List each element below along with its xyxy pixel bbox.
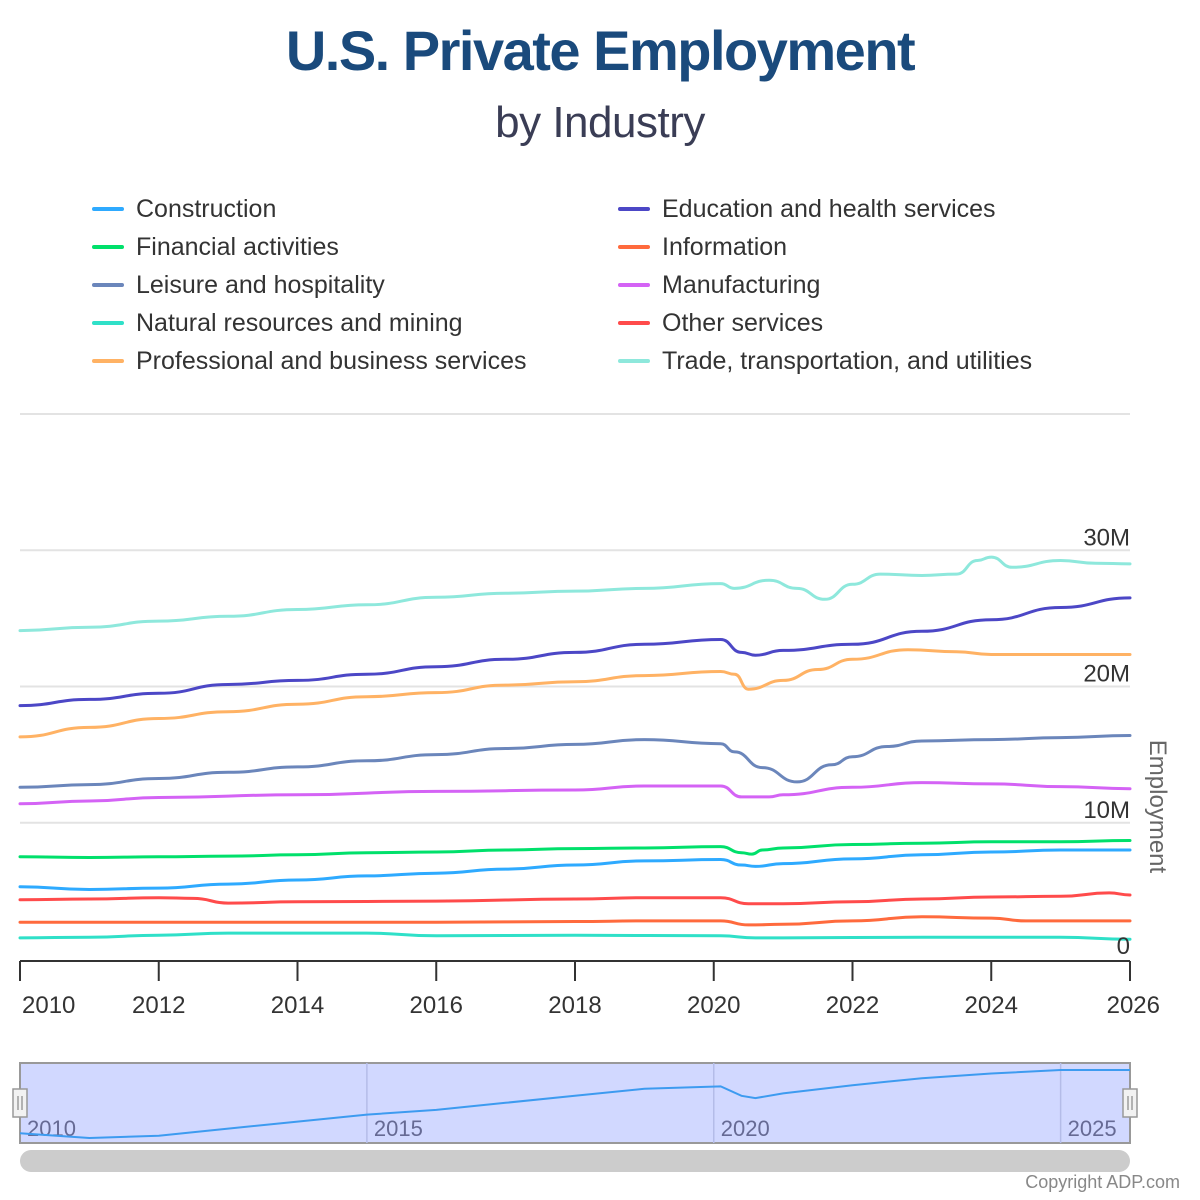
y-tick-label: 20M (1083, 661, 1130, 688)
legend-item-trade-transportation-and-utilities[interactable]: Trade, transportation, and utilities (618, 344, 1032, 378)
legend-line-icon (92, 245, 124, 249)
navigator-tick-label: 2025 (1068, 1116, 1117, 1141)
legend-line-icon (92, 359, 124, 363)
x-axis: 2010 2012 2014 2016 2018 2020 2022 2024 2026 (19, 960, 1160, 1019)
legend-line-icon (92, 207, 124, 211)
x-tick-label: 2022 (826, 992, 879, 1019)
legend-line-icon (92, 321, 124, 325)
x-tick-label: 2010 (22, 992, 75, 1019)
grid-lines (20, 413, 1130, 824)
navigator-scrollbar[interactable] (20, 1150, 1130, 1172)
x-tick-label: 2026 (1107, 992, 1160, 1019)
series-line-natural-resources-and-mining[interactable] (18, 931, 1132, 941)
legend-label: Leisure and hospitality (136, 270, 385, 299)
copyright: Copyright ADP.com (1025, 1172, 1180, 1192)
legend-item-construction[interactable]: Construction (92, 192, 276, 226)
series-line-other-services[interactable] (18, 891, 1132, 906)
legend-item-information[interactable]: Information (618, 230, 787, 264)
series-line-manufacturing[interactable] (18, 781, 1132, 806)
navigator: 2010 2015 2020 2025 (12, 1062, 1138, 1172)
navigator-tick-label: 2015 (374, 1116, 423, 1141)
handle-grip-icon[interactable] (12, 1088, 28, 1118)
legend-item-manufacturing[interactable]: Manufacturing (618, 268, 820, 302)
legend-label: Education and health services (662, 194, 996, 223)
chart-subtitle: by Industry (495, 98, 705, 147)
legend-line-icon (618, 207, 650, 211)
y-tick-label: 0 (1117, 933, 1130, 960)
series-line-professional-and-business-services[interactable] (18, 648, 1132, 739)
x-tick-label: 2020 (687, 992, 740, 1019)
y-axis: 0 10M 20M 30M Employment (1083, 524, 1171, 960)
legend-item-professional-and-business-services[interactable]: Professional and business services (92, 344, 526, 378)
series-line-trade-transportation-and-utilities[interactable] (18, 555, 1132, 633)
legend-line-icon (618, 321, 650, 325)
y-axis-title: Employment (1144, 740, 1171, 874)
legend-item-leisure-and-hospitality[interactable]: Leisure and hospitality (92, 268, 385, 302)
legend-label: Financial activities (136, 232, 339, 261)
legend-item-education-and-health-services[interactable]: Education and health services (618, 192, 996, 226)
legend-item-natural-resources-and-mining[interactable]: Natural resources and mining (92, 306, 463, 340)
legend-item-other-services[interactable]: Other services (618, 306, 823, 340)
x-tick-label: 2024 (965, 992, 1018, 1019)
legend-line-icon (92, 283, 124, 287)
legend-item-financial-activities[interactable]: Financial activities (92, 230, 339, 264)
legend-line-icon (618, 245, 650, 249)
legend-line-icon (618, 359, 650, 363)
navigator-tick-label: 2020 (721, 1116, 770, 1141)
series-line-financial-activities[interactable] (18, 839, 1132, 859)
legend-label: Professional and business services (136, 346, 527, 375)
series-layer (18, 555, 1132, 941)
x-tick-label: 2012 (132, 992, 185, 1019)
x-tick-label: 2016 (410, 992, 463, 1019)
series-line-education-and-health-services[interactable] (18, 596, 1132, 708)
series-line-construction[interactable] (18, 848, 1132, 891)
x-tick-label: 2018 (548, 992, 601, 1019)
handle-grip-icon[interactable] (1122, 1088, 1138, 1118)
legend-label: Trade, transportation, and utilities (662, 346, 1033, 375)
y-tick-label: 30M (1083, 524, 1130, 551)
legend-label: Manufacturing (662, 270, 821, 299)
legend-line-icon (618, 283, 650, 287)
navigator-left-handle[interactable] (12, 1088, 28, 1118)
chart-title: U.S. Private Employment (285, 19, 916, 82)
legend-label: Other services (662, 308, 824, 337)
series-line-information[interactable] (18, 915, 1132, 927)
legend-label: Information (662, 232, 788, 261)
legend-label: Construction (136, 194, 277, 223)
navigator-right-handle[interactable] (1122, 1088, 1138, 1118)
x-tick-label: 2014 (271, 992, 324, 1019)
series-line-leisure-and-hospitality[interactable] (18, 734, 1132, 789)
y-tick-label: 10M (1083, 797, 1130, 824)
legend-label: Natural resources and mining (136, 308, 463, 337)
navigator-series-line (19, 1069, 1130, 1140)
